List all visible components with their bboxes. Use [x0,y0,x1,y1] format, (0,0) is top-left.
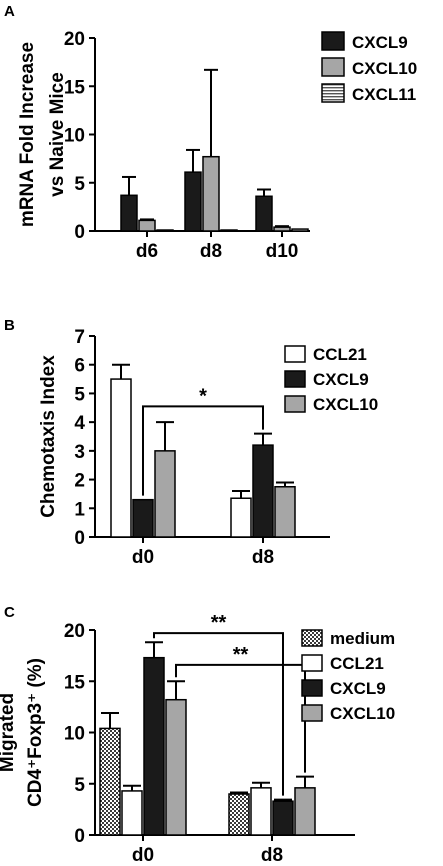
legend-label: CXCL11 [352,85,416,104]
legend-swatch [321,83,345,103]
y-tick-label: 6 [74,356,85,377]
y-tick-label: 5 [74,775,85,796]
x-tick-label: d6 [136,241,158,262]
panel-c: C 0 5 10 15 20 Migrated CD4⁺Foxp3⁺ (%) d0 d8 ** ** m… [0,604,395,866]
x-tick-label: d8 [261,845,283,866]
bar [252,444,274,538]
y-tick-label: 5 [74,174,85,195]
y-tick-label: 3 [74,442,85,463]
y-tick-label: 2 [74,471,85,492]
y-tick-label: 15 [64,77,86,98]
y-axis-label: vs Naive Mice [47,72,68,197]
significance-label: * [199,385,207,407]
bar [132,498,154,538]
y-tick-label: 10 [64,126,85,147]
bar [143,656,165,836]
bar [255,195,273,232]
y-tick-label: 7 [74,327,85,348]
significance-label: ** [233,644,249,666]
bar [274,486,296,538]
significance-label: ** [211,612,227,634]
legend-label: CXCL9 [330,679,386,698]
y-axis-label: mRNA Fold Increase [17,42,38,227]
bar [120,194,138,232]
y-tick-label: 0 [74,528,85,549]
legend-label: medium [330,629,395,648]
x-tick-label: d8 [200,241,222,262]
legend-swatch [321,57,345,77]
y-tick-label: 0 [74,826,85,847]
significance-bracket [142,405,264,496]
bar [138,219,156,232]
y-tick-label: 5 [74,384,85,405]
y-tick-label: 4 [74,413,85,434]
bar [273,226,291,232]
bar [121,790,143,836]
bar [250,787,272,836]
legend-swatch [301,704,323,722]
legend-swatch [301,654,323,672]
legend-swatch [284,370,306,388]
legend-swatch [301,679,323,697]
x-tick-label: d0 [132,845,154,866]
y-axis-label: Chemotaxis Index [38,355,59,518]
legend-label: CCL21 [330,654,384,673]
panel-b: B 0 1 2 3 4 5 6 7 Chemotaxis Index d0 d8 * CCL21 CXCL9… [4,317,378,568]
legend-swatch [284,345,306,363]
legend-swatch [321,31,345,51]
y-tick-label: 20 [64,29,85,50]
legend-label: CCL21 [313,345,367,364]
legend-label: CXCL9 [313,370,369,389]
legend: medium CCL21 CXCL9 CXCL10 [301,629,395,723]
significance-bracket [153,632,284,796]
y-tick-label: 0 [74,222,85,243]
panel-a: A 0 5 10 15 20 mRNA Fold Increase vs Naive Mice… [4,3,417,262]
bar [156,229,174,232]
bar [272,800,294,836]
y-tick-label: 10 [64,724,85,745]
panel-letter: B [4,317,15,334]
bar [202,155,220,232]
legend-label: CXCL10 [313,395,378,414]
x-tick-label: d8 [252,547,274,568]
legend: CCL21 CXCL9 CXCL10 [284,345,378,414]
panel-letter: C [4,604,15,621]
y-tick-label: 1 [74,499,85,520]
bar [110,378,132,538]
bar [165,698,187,836]
bar [184,171,202,232]
panel-letter: A [4,3,15,20]
y-axis-label: CD4⁺Foxp3⁺ (%) [25,658,46,807]
y-axis-label: Migrated [0,693,18,772]
bar [294,787,316,836]
legend-label: CXCL10 [352,59,417,78]
legend-swatch [301,629,323,647]
bar [291,228,309,232]
bar [154,450,176,538]
bar [99,727,121,836]
legend-swatch [284,395,306,413]
bar [220,229,238,232]
legend-label: CXCL9 [352,33,408,52]
bar [230,497,252,538]
x-tick-label: d10 [266,241,299,262]
legend: CXCL9 CXCL10 CXCL11 [321,31,417,104]
y-tick-label: 20 [64,621,85,642]
x-tick-label: d0 [132,547,154,568]
legend-label: CXCL10 [330,704,395,723]
significance-bracket [175,663,306,773]
bar [228,793,250,836]
y-tick-label: 15 [64,672,86,693]
